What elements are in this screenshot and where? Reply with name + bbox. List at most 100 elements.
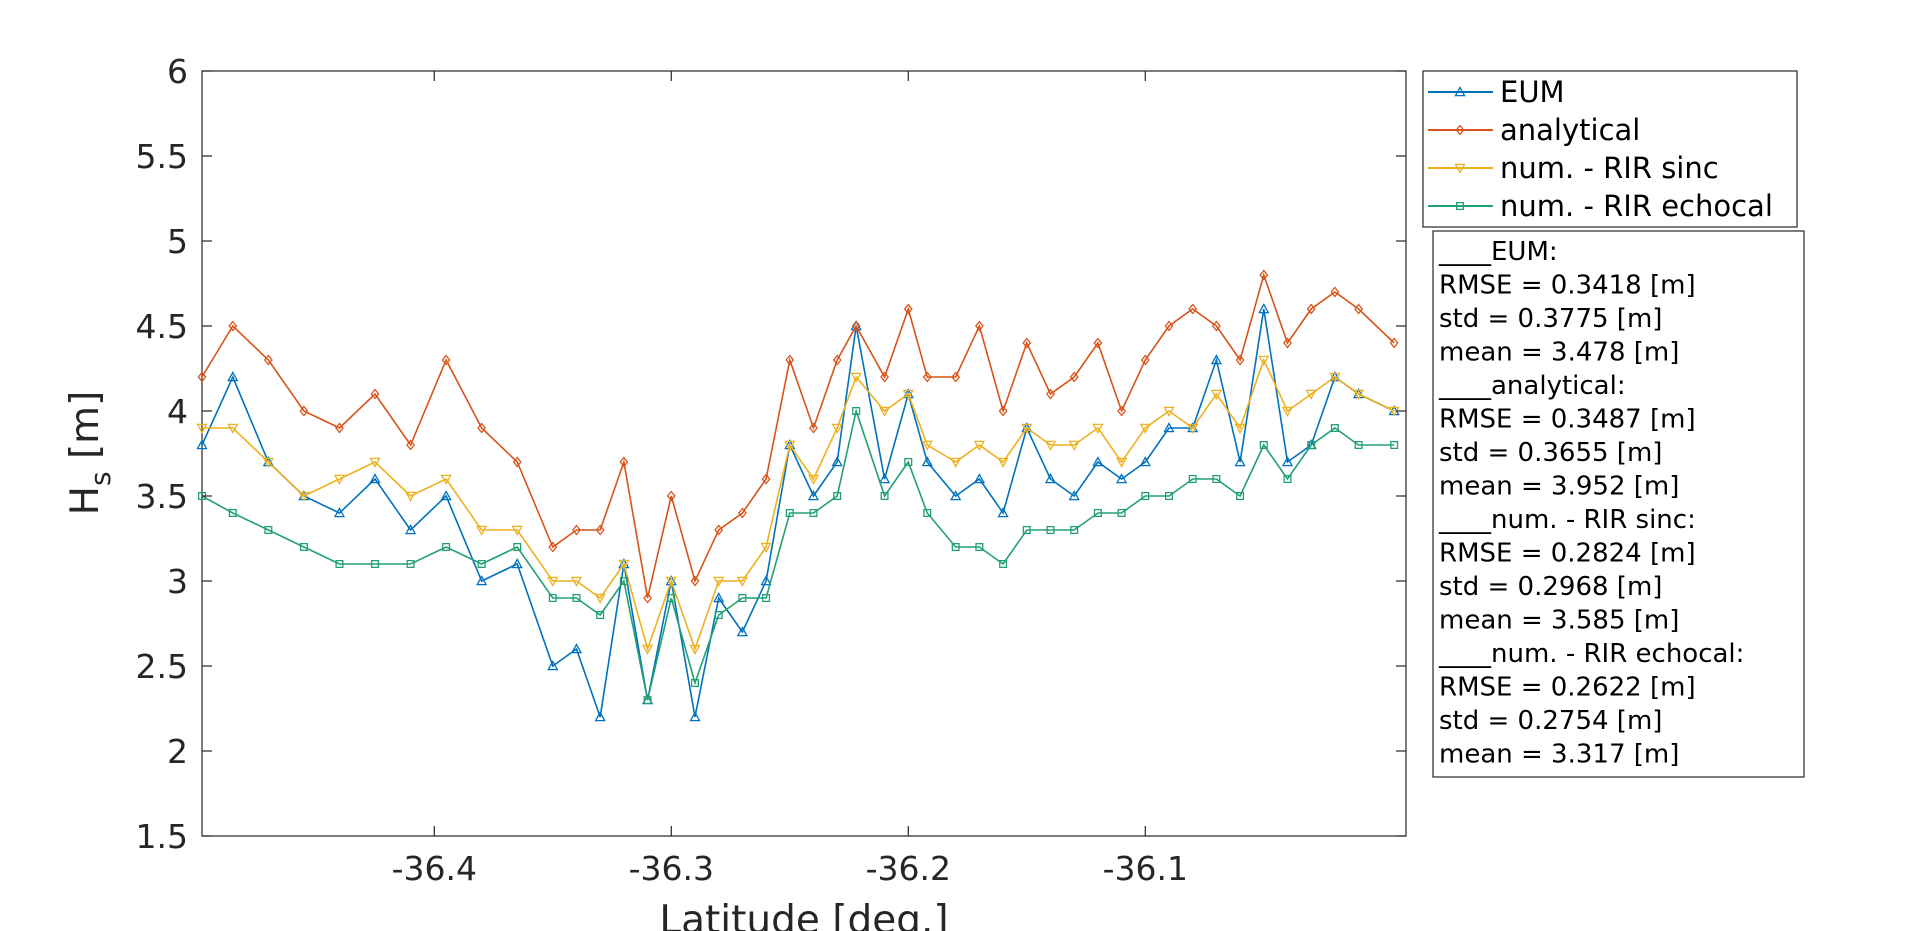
data-point xyxy=(1188,474,1197,484)
data-point xyxy=(785,508,794,518)
data-point xyxy=(761,473,771,485)
y-tick-label: 2 xyxy=(167,732,188,771)
data-point xyxy=(1188,303,1198,315)
data-point xyxy=(594,593,606,604)
stats-line: RMSE = 0.2824 [m] xyxy=(1439,539,1696,569)
data-point xyxy=(690,678,700,688)
data-point xyxy=(760,575,772,586)
series-line xyxy=(201,272,1395,599)
data-point xyxy=(1235,354,1245,366)
data-point xyxy=(1022,525,1031,535)
data-point xyxy=(1140,354,1150,366)
data-point xyxy=(298,491,310,502)
y-tick-label: 3 xyxy=(167,562,188,601)
data-point xyxy=(713,592,725,603)
legend-label: EUM xyxy=(1500,75,1565,109)
data-point xyxy=(738,593,747,603)
data-point xyxy=(974,320,984,332)
stats-line: mean = 3.585 [m] xyxy=(1439,606,1679,636)
data-point xyxy=(975,542,984,552)
data-point xyxy=(440,474,452,485)
data-point xyxy=(1093,337,1103,349)
legend-marker xyxy=(1454,86,1466,97)
data-point xyxy=(476,525,488,536)
data-point xyxy=(737,507,747,519)
data-point xyxy=(878,473,891,484)
y-tick-label: 5.5 xyxy=(136,137,188,176)
data-point xyxy=(1093,508,1102,518)
data-point xyxy=(762,593,771,603)
data-point xyxy=(833,491,842,501)
stats-line: RMSE = 0.2622 [m] xyxy=(1439,673,1696,703)
data-point xyxy=(973,440,985,451)
data-point xyxy=(1259,440,1268,450)
data-point xyxy=(807,490,820,501)
series-layer xyxy=(196,269,1400,722)
data-point xyxy=(1354,303,1364,315)
data-point xyxy=(547,576,559,587)
data-point xyxy=(263,354,273,366)
data-point xyxy=(950,457,962,468)
data-point xyxy=(369,457,381,468)
stats-line: std = 0.3655 [m] xyxy=(1439,438,1662,468)
data-point xyxy=(1092,456,1104,467)
data-point xyxy=(809,422,818,434)
legend-marker xyxy=(1454,163,1466,174)
data-point xyxy=(760,542,772,553)
stats-header: ____num. - RIR echocal: xyxy=(1438,639,1744,669)
data-point xyxy=(1046,525,1055,535)
data-point xyxy=(1021,423,1033,434)
data-point xyxy=(511,525,523,536)
data-point xyxy=(1281,456,1294,467)
stats-line: std = 0.2754 [m] xyxy=(1439,706,1662,736)
data-point xyxy=(921,440,933,451)
data-point xyxy=(950,490,962,501)
data-point xyxy=(570,576,583,587)
data-point xyxy=(714,524,724,536)
data-point xyxy=(1281,406,1294,417)
x-tick-label: -36.1 xyxy=(1103,849,1188,888)
data-point xyxy=(784,440,796,451)
data-point xyxy=(904,457,913,467)
data-point xyxy=(227,423,239,434)
data-point xyxy=(406,559,415,569)
data-point xyxy=(850,372,862,383)
data-point xyxy=(1141,491,1150,501)
data-point xyxy=(513,542,522,552)
data-point xyxy=(1307,440,1316,450)
data-point xyxy=(1354,440,1363,450)
data-point xyxy=(548,541,558,553)
y-tick-label: 6 xyxy=(167,52,188,91)
data-point xyxy=(922,371,932,383)
data-point xyxy=(442,542,451,552)
data-point xyxy=(196,423,208,434)
stats-line: RMSE = 0.3418 [m] xyxy=(1439,271,1696,301)
data-point xyxy=(1139,456,1151,467)
data-point xyxy=(262,457,274,468)
data-point xyxy=(1044,473,1057,484)
data-point xyxy=(880,491,889,501)
y-axis-label-unit: [m] xyxy=(63,391,108,472)
data-point xyxy=(1390,440,1399,450)
data-point xyxy=(1022,337,1032,349)
data-point xyxy=(689,711,701,722)
data-point xyxy=(512,456,522,468)
stats-line: mean = 3.317 [m] xyxy=(1439,740,1679,770)
data-point xyxy=(641,644,654,655)
stats-line: mean = 3.952 [m] xyxy=(1439,472,1679,502)
data-point xyxy=(1046,388,1055,400)
data-point xyxy=(689,644,701,655)
y-axis-label-main: H xyxy=(63,486,108,515)
data-point xyxy=(441,354,451,366)
data-point xyxy=(333,474,346,485)
y-axis-label: Hs [m] xyxy=(63,391,117,516)
data-point xyxy=(196,439,208,450)
y-tick-label: 1.5 xyxy=(136,817,188,856)
data-point xyxy=(643,592,653,604)
svg-text:Hs [m]: Hs [m] xyxy=(63,391,117,516)
legend-entry: analytical xyxy=(1428,113,1640,147)
y-tick-label: 4.5 xyxy=(136,307,188,346)
data-point xyxy=(1283,474,1292,484)
data-point xyxy=(903,303,913,315)
data-point xyxy=(594,711,606,722)
